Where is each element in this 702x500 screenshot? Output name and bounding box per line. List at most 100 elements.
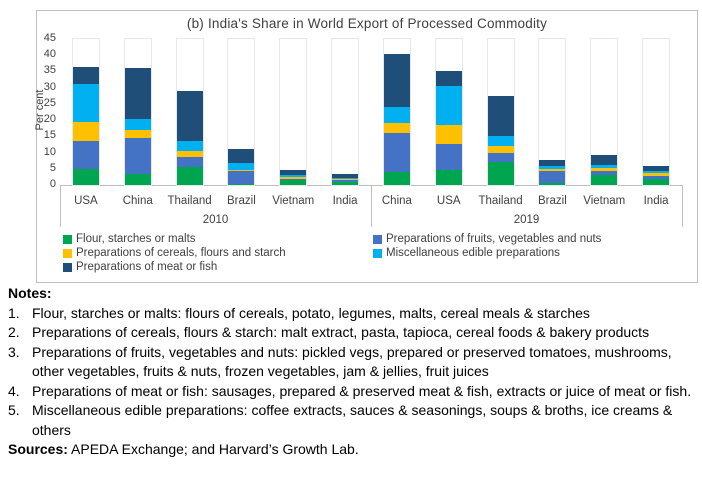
bar-segment [124, 173, 151, 185]
note-item: 2. Preparations of cereals, flours & star… [8, 323, 696, 343]
bar-segment [383, 172, 410, 185]
bar-segment [487, 162, 514, 185]
category-label: India [332, 195, 358, 207]
legend-item: Miscellaneous edible preparations [373, 247, 560, 259]
category-label: USA [74, 195, 98, 207]
bar-thailand-2019 [486, 38, 515, 186]
bar-segment [643, 173, 670, 176]
y-tick-label: 35 [43, 64, 56, 77]
bar-brazil-2010 [227, 38, 256, 186]
note-number: 4. [8, 382, 20, 399]
sources-text: APEDA Exchange; and Harvard’s Growth Lab… [67, 441, 359, 457]
bar-segment [643, 178, 670, 185]
category-separator [60, 185, 61, 227]
legend-label: Preparations of cereals, flours and star… [76, 247, 286, 259]
bar-segment [383, 53, 410, 108]
y-tick-label: 0 [49, 178, 56, 190]
bar-segment [643, 175, 670, 179]
bar-segment [176, 141, 203, 151]
bar-segment [643, 170, 670, 173]
bar-india-2019 [642, 38, 671, 186]
y-tick-label: 20 [43, 113, 56, 126]
bar-segment [176, 167, 203, 185]
note-text: Flour, starches or malts: flours of cere… [32, 304, 590, 321]
bar-usa-2019 [434, 38, 463, 186]
bar-segment [124, 129, 151, 138]
sources-line: Sources: APEDA Exchange; and Harvard’s G… [8, 440, 696, 460]
bar-segment [591, 154, 618, 166]
category-separator [682, 185, 683, 227]
bar-segment [591, 165, 618, 169]
bar-brazil-2019 [538, 38, 567, 186]
note-item: 3. Preparations of fruits, vegetables and… [8, 343, 696, 382]
notes-section: Notes: 1. Flour, starches or malts: flour… [8, 284, 696, 460]
legend-label: Preparations of meat or fish [76, 261, 218, 273]
bar-segment [332, 182, 359, 185]
note-text: Preparations of fruits, vegetables and n… [32, 343, 672, 380]
bar-segment [539, 182, 566, 185]
bar-segment [280, 180, 307, 185]
bar-segment [539, 165, 566, 170]
bar-vietnam-2010 [279, 38, 308, 186]
note-text: Miscellaneous edible preparations: coffe… [32, 402, 673, 438]
bar-segment [228, 169, 255, 172]
bar-segment [435, 144, 462, 171]
bar-segment [176, 150, 203, 158]
bar-segment [332, 174, 359, 178]
bar-segment [280, 175, 307, 177]
bar-segment [124, 68, 151, 119]
note-number: 2. [8, 324, 20, 340]
bar-segment [383, 133, 410, 173]
note-item: 5. Miscellaneous edible preparations: cof… [8, 401, 696, 440]
bar-segment [228, 184, 255, 185]
legend-label: Flour, starches or malts [76, 233, 196, 245]
category-label: Brazil [227, 195, 256, 207]
plot-area [60, 38, 682, 186]
bar-segment [591, 174, 618, 185]
bar-segment [72, 141, 99, 169]
notes-heading: Notes: [8, 285, 52, 301]
bar-segment [124, 118, 151, 130]
category-label: Vietnam [272, 195, 315, 207]
legend-item: Flour, starches or malts [63, 233, 196, 245]
bar-segment [176, 157, 203, 168]
category-separator [371, 185, 372, 227]
bar-segment [435, 71, 462, 87]
chart-title: (b) India's Share in World Export of Pro… [186, 16, 548, 31]
category-label: USA [436, 195, 461, 207]
group-label-2010: 2010 [202, 214, 229, 226]
note-item: 4. Preparations of meat or fish: sausages… [8, 382, 696, 402]
bar-thailand-2010 [175, 38, 204, 186]
bar-segment [643, 166, 670, 171]
category-label: Thailand [478, 195, 523, 207]
stacked-bar-chart: (b) India's Share in World Export of Pro… [34, 10, 698, 283]
legend-label: Preparations of fruits, vegetables and n… [386, 233, 602, 245]
bar-segment [435, 86, 462, 125]
category-label: Brazil [538, 195, 567, 207]
note-number: 1. [8, 304, 20, 321]
note-number: 5. [8, 402, 20, 418]
bar-segment [72, 121, 99, 142]
legend-item: Preparations of cereals, flours and star… [63, 247, 286, 259]
legend-label: Miscellaneous edible preparations [386, 247, 560, 259]
category-label: China [381, 195, 412, 207]
bar-segment [72, 84, 99, 122]
category-label: China [122, 195, 153, 207]
bar-segment [332, 177, 359, 179]
note-text: Preparations of meat or fish: sausages, … [32, 382, 692, 399]
legend-swatch [63, 248, 72, 258]
bar-segment [280, 176, 307, 179]
category-label: India [643, 195, 669, 207]
bar-segment [539, 169, 566, 171]
note-number: 3. [8, 343, 20, 360]
bar-segment [435, 125, 462, 145]
bar-india-2010 [331, 38, 360, 186]
legend-item: Preparations of meat or fish [63, 261, 217, 273]
category-label: Thailand [167, 195, 212, 207]
legend-item: Preparations of fruits, vegetables and n… [373, 233, 601, 245]
legend-swatch [373, 234, 382, 244]
bar-segment [487, 152, 514, 163]
y-tick-label: 15 [43, 129, 56, 142]
bar-segment [72, 168, 99, 185]
